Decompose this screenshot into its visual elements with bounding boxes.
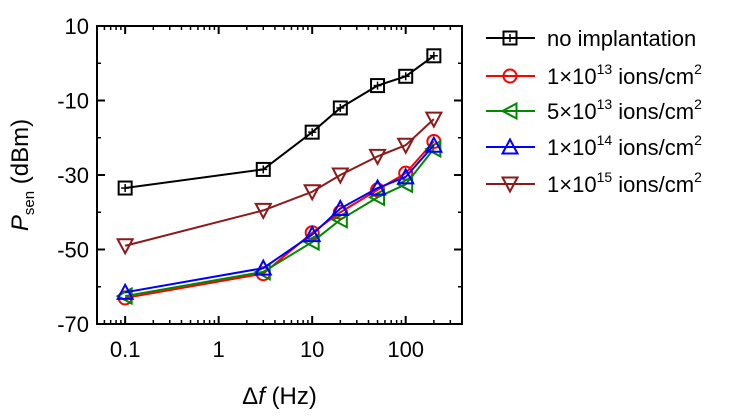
data-point [331,167,350,185]
x-tick-label: 1 [213,337,225,362]
axes: 0.1 1 10 100 10 -10 -30 -50 -70 Δf (Hz) Psen (dBm) [7,14,462,410]
y-axis-label: Psen (dBm) [7,119,38,231]
legend-marker [502,30,518,46]
legend-item-1: 1×1013 ions/cm2 [486,61,702,89]
legend-mantissa: 5×10 [547,99,597,124]
series-line [124,148,435,298]
data-point [396,137,415,155]
data-point [115,238,135,256]
data-point [370,78,386,94]
data-point [398,68,414,84]
series-0 [117,48,442,196]
data-point [332,100,348,116]
x-axis-label-unit: (Hz) [265,383,317,410]
series-2 [115,139,442,306]
x-axis-label-var: f [258,383,267,410]
y-axis-label-var: P [7,215,34,231]
data-point [424,111,444,129]
legend-label: 5×1013 ions/cm2 [547,96,702,124]
legend-unit-exponent: 2 [694,132,702,148]
legend-unit: ions/cm [612,99,694,124]
data-point [424,135,444,153]
y-tick-label: -70 [57,312,89,337]
data-point [255,161,271,177]
data-point [254,202,273,221]
legend-item-4: 1×1015 ions/cm2 [486,169,702,197]
y-tick-label: 10 [65,14,89,39]
series-4 [115,111,444,256]
data-point [117,180,133,196]
legend-item-0: no implantation [486,26,696,51]
x-tick-label: 10 [300,337,324,362]
legend-unit: ions/cm [612,64,694,89]
series-line [125,54,435,190]
x-tick-label: 0.1 [110,337,141,362]
data-point [331,198,350,217]
legend-mantissa: 1×10 [547,172,597,197]
legend-item-3: 1×1014 ions/cm2 [486,132,702,160]
legend-exponent: 15 [597,169,613,185]
data-point [303,224,322,243]
data-point [368,178,387,196]
legend-exponent: 13 [597,96,613,112]
legend-label: no implantation [547,26,696,51]
legend-label: 1×1014 ions/cm2 [547,132,702,160]
x-axis-label: Δf (Hz) [242,383,317,410]
data-point [396,167,415,185]
y-axis-label-sub: sen [21,191,38,215]
y-axis-label-unit: (dBm) [7,119,34,191]
legend-marker [500,176,520,194]
x-axis-label-prefix: Δ [242,383,258,410]
data-point [426,48,442,64]
legend-mantissa: 1×10 [547,135,597,160]
data-point [303,184,322,202]
series-line [124,144,435,294]
x-tick-label: 100 [387,337,424,362]
legend-label: 1×1015 ions/cm2 [547,169,702,197]
data-point [115,282,135,300]
series-3 [115,135,444,300]
legend-item-2: 5×1013 ions/cm2 [486,96,702,124]
series-line [124,118,435,247]
legend-unit-exponent: 2 [694,61,702,77]
data-point [368,148,387,166]
y-tick-label: -10 [57,89,89,114]
legend-marker [502,68,518,84]
series-line [124,140,435,299]
y-tick-label: -30 [57,163,89,188]
legend-name: no implantation [547,26,696,51]
legend-marker [500,137,520,155]
legend-mantissa: 1×10 [547,64,597,89]
legend-unit-exponent: 2 [694,169,702,185]
legend-exponent: 14 [597,132,613,148]
legend-label: 1×1013 ions/cm2 [547,61,702,89]
legend-marker [500,101,518,121]
legend-unit: ions/cm [612,172,694,197]
data-point [304,124,320,140]
series-layer [115,48,444,306]
legend-exponent: 13 [597,61,613,77]
series-1 [117,133,442,306]
y-tick-label: -50 [57,238,89,263]
legend-unit-exponent: 2 [694,96,702,112]
legend-unit: ions/cm [612,135,694,160]
data-point [254,258,273,276]
